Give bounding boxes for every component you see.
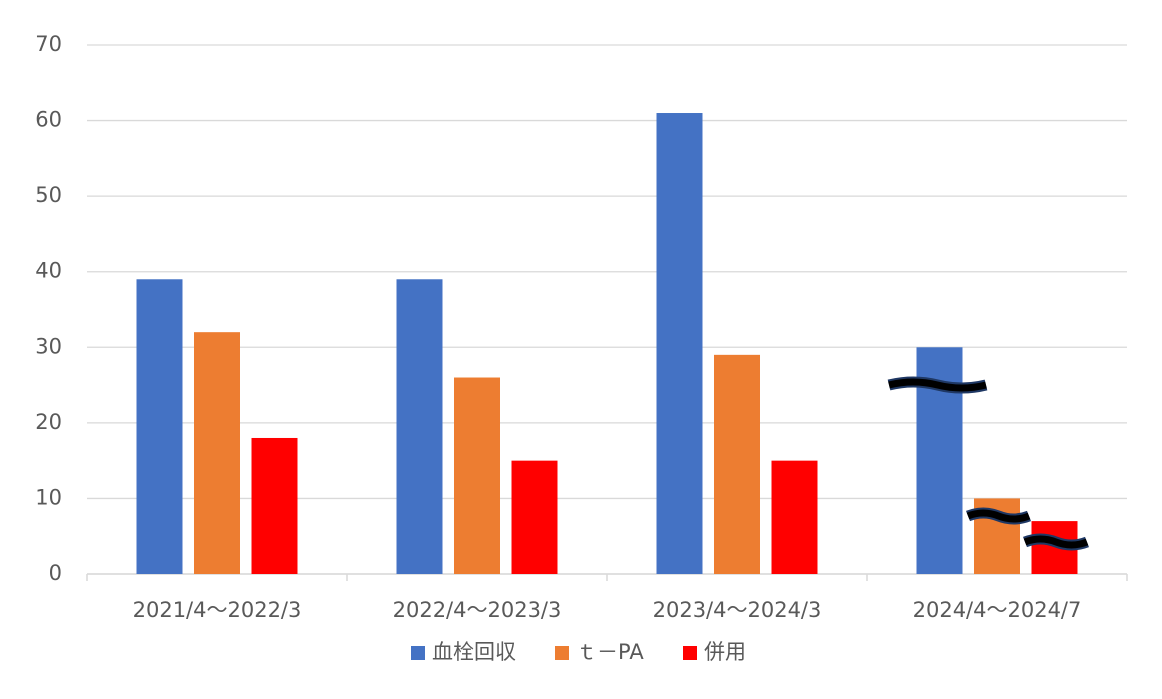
y-tick-label: 60 [35, 108, 62, 132]
x-tick-label: 2021/4～2022/3 [133, 598, 302, 622]
y-tick-label: 50 [35, 183, 62, 207]
legend-swatch [555, 646, 569, 660]
legend-swatch [683, 646, 697, 660]
legend-label: 併用 [704, 640, 746, 664]
legend-swatch [411, 646, 425, 660]
bar [396, 279, 443, 574]
y-tick-label: 70 [35, 32, 62, 56]
y-tick-label: 10 [35, 485, 62, 509]
y-tick-label: 40 [35, 259, 62, 283]
y-tick-label: 0 [49, 561, 62, 585]
bar [251, 437, 298, 574]
x-tick-label: 2023/4～2024/3 [653, 598, 822, 622]
bar [771, 460, 818, 574]
bar [454, 377, 500, 574]
bar [511, 460, 558, 574]
bar [656, 113, 703, 574]
legend-label: 血栓回収 [432, 640, 516, 664]
break-mark [1023, 535, 1089, 549]
bar [136, 279, 183, 574]
legend-label: ｔ－PA [576, 640, 644, 664]
x-tick-label: 2024/4～2024/7 [913, 598, 1082, 622]
break-mark [966, 509, 1031, 523]
break-mark [888, 378, 987, 392]
y-tick-label: 20 [35, 410, 62, 434]
y-tick-label: 30 [35, 334, 62, 358]
bar [714, 354, 760, 574]
bar [194, 332, 240, 574]
x-tick-label: 2022/4～2023/3 [393, 598, 562, 622]
